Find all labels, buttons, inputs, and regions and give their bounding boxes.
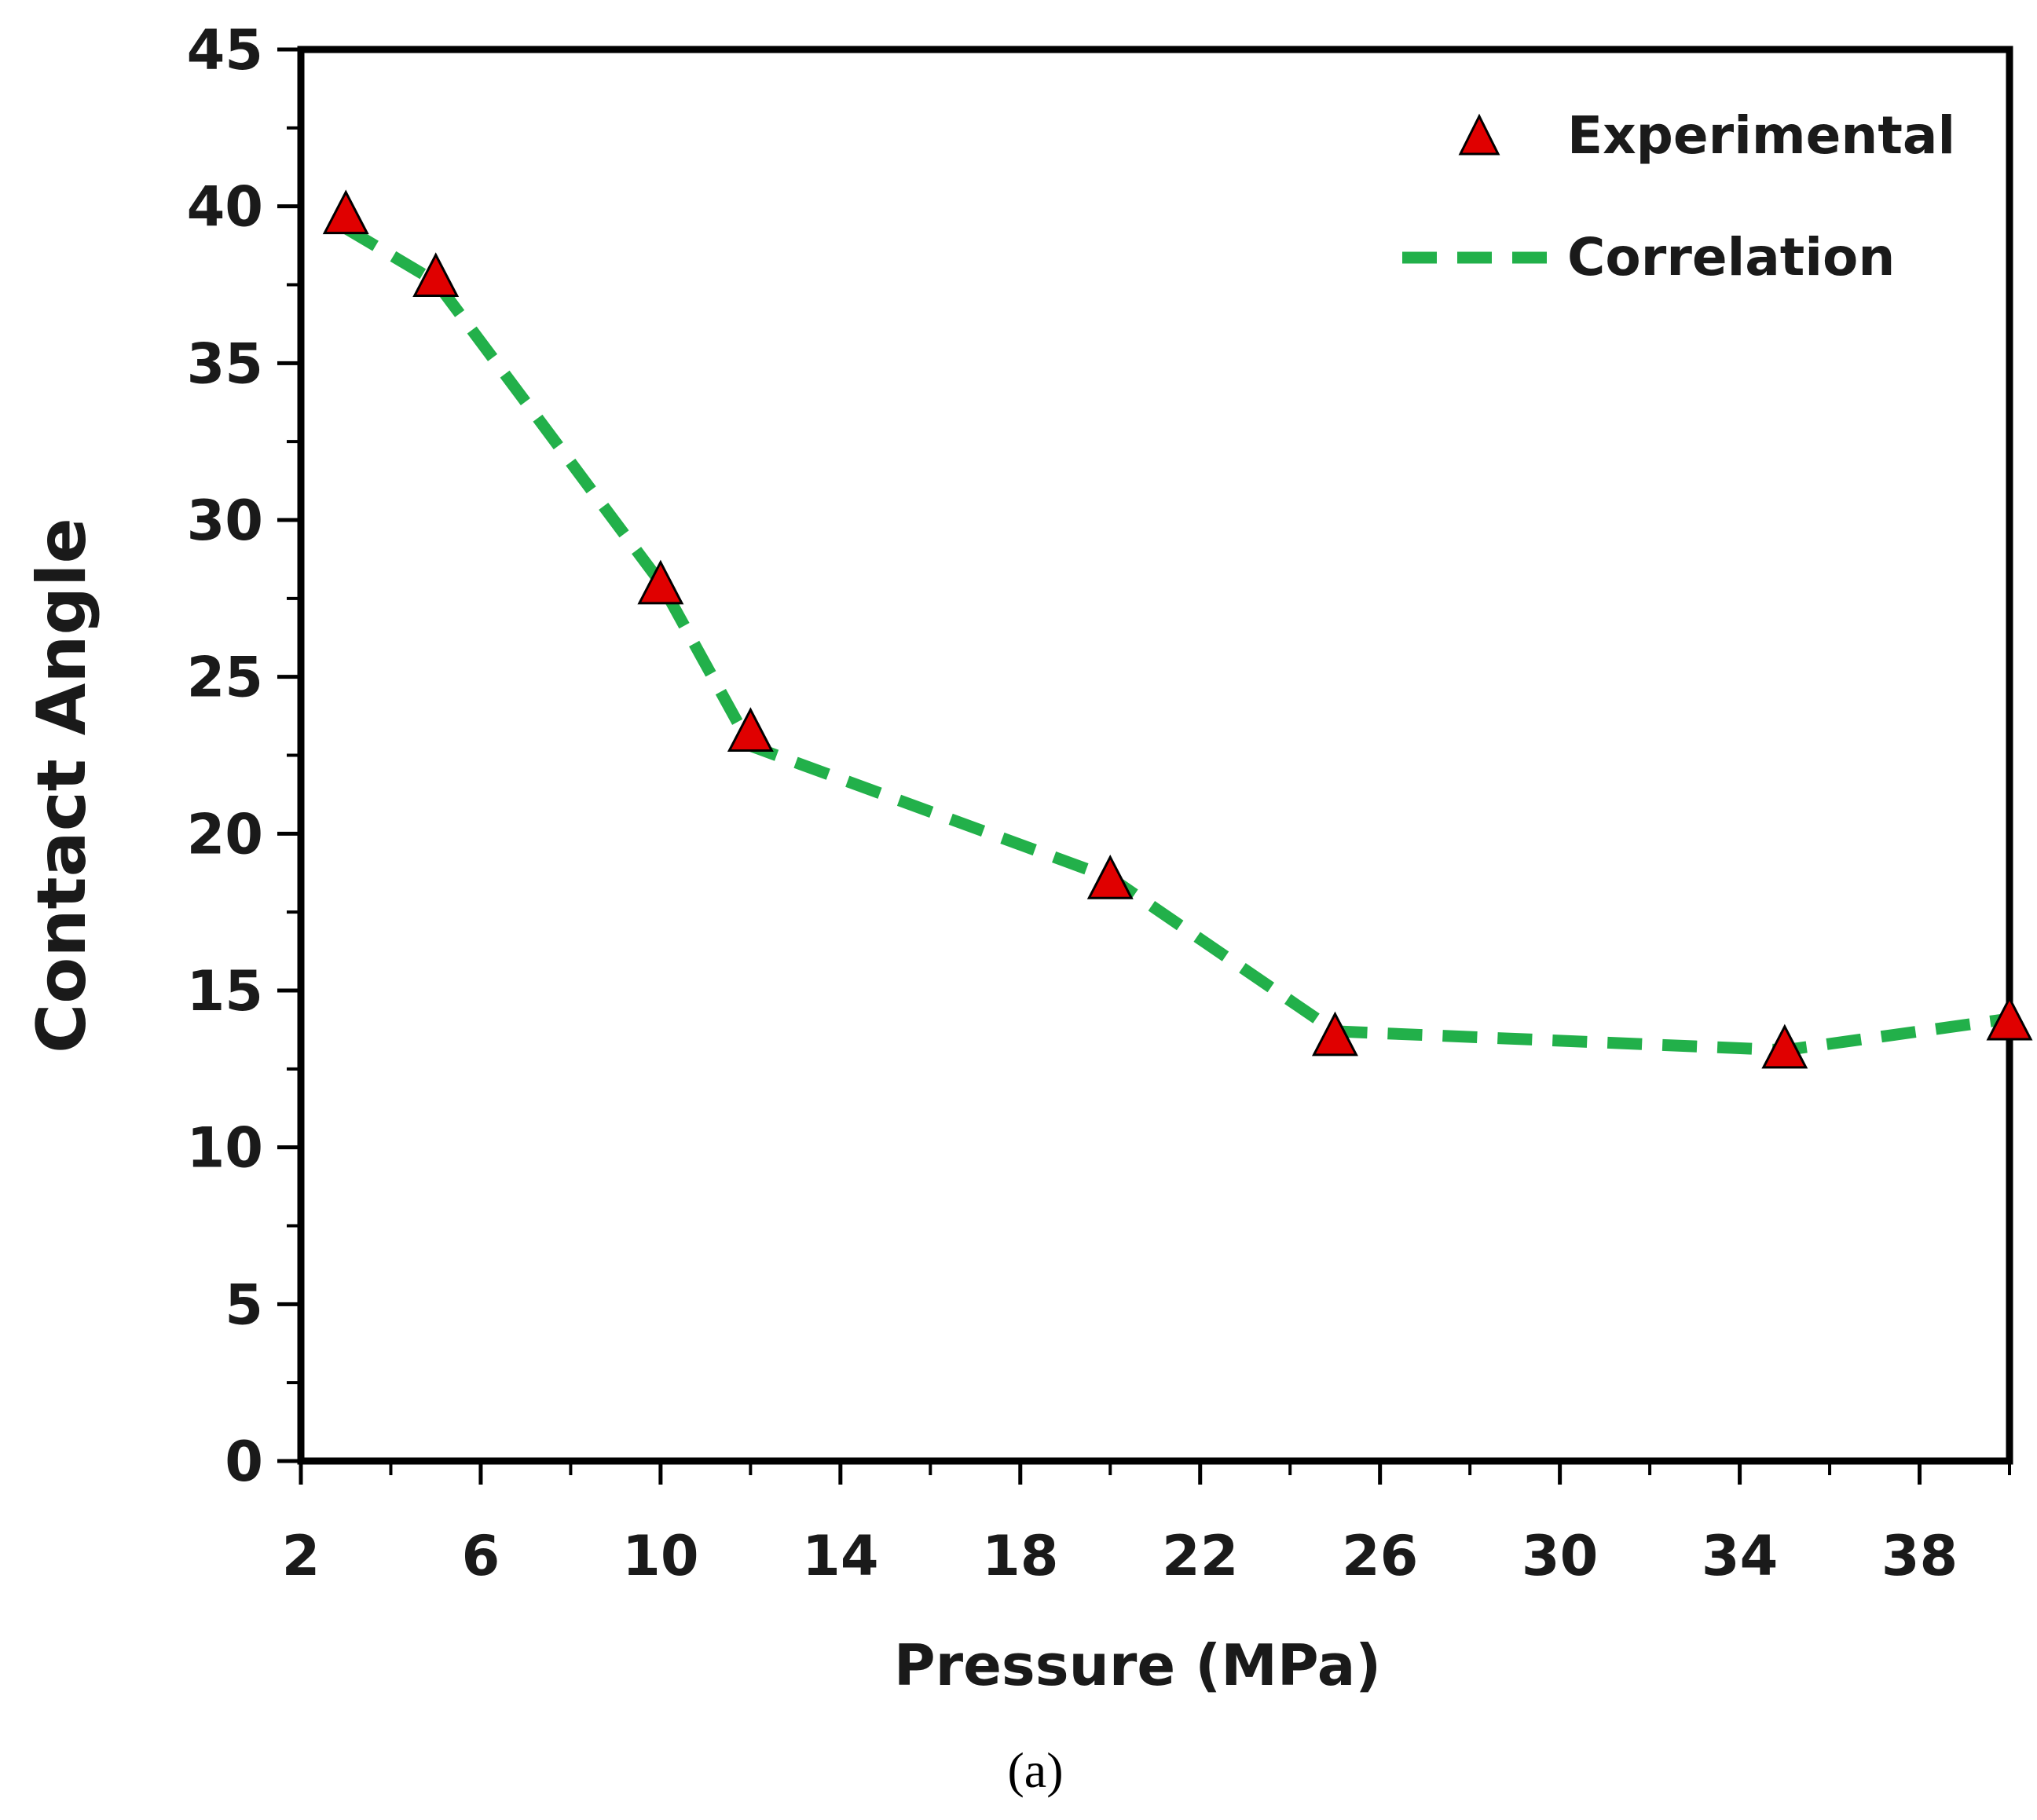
- experimental-point: [1086, 854, 1134, 899]
- figure-caption: (a): [1007, 1742, 1063, 1798]
- y-tick-label: 45: [187, 18, 263, 82]
- x-tick-label: 6: [462, 1524, 500, 1588]
- experimental-point: [412, 252, 460, 298]
- x-axis-ticks: 2 6 10 14 18 22 26 30 34 38: [282, 1461, 2011, 1588]
- experimental-point: [637, 559, 684, 605]
- x-tick-label: 38: [1881, 1524, 1958, 1588]
- y-tick-label: 5: [225, 1273, 263, 1337]
- experimental-point: [1761, 1024, 1808, 1069]
- x-tick-label: 10: [622, 1524, 698, 1588]
- y-tick-label: 40: [187, 175, 263, 240]
- y-tick-label: 20: [187, 802, 263, 866]
- legend-correlation-label: Correlation: [1567, 227, 1895, 287]
- y-axis-ticks: 0 5 10 15 20 25 30 35 40 45: [187, 18, 301, 1494]
- x-axis-title: Pressure (MPa): [894, 1632, 1381, 1698]
- y-tick-label: 30: [187, 489, 263, 553]
- x-tick-label: 18: [982, 1524, 1058, 1588]
- y-tick-label: 10: [187, 1116, 263, 1181]
- y-axis-title: Contact Angle: [23, 518, 101, 1053]
- legend-experimental-marker-icon: [1458, 113, 1500, 156]
- y-tick-label: 35: [187, 331, 263, 396]
- experimental-markers: [322, 189, 2033, 1069]
- legend: Experimental Correlation: [1402, 105, 1955, 287]
- experimental-point: [322, 189, 369, 235]
- x-tick-label: 34: [1702, 1524, 1778, 1588]
- experimental-point: [1986, 995, 2033, 1041]
- plot-frame: [297, 46, 2013, 1465]
- x-tick-label: 14: [802, 1524, 878, 1588]
- correlation-line: [343, 223, 2011, 1056]
- x-tick-label: 22: [1162, 1524, 1238, 1588]
- x-tick-label: 2: [282, 1524, 321, 1588]
- x-tick-label: 26: [1342, 1524, 1418, 1588]
- x-tick-label: 30: [1522, 1524, 1598, 1588]
- legend-experimental-label: Experimental: [1567, 105, 1955, 166]
- experimental-point: [1311, 1011, 1358, 1056]
- y-tick-label: 15: [187, 959, 263, 1024]
- experimental-point: [727, 707, 774, 753]
- y-tick-label: 0: [225, 1430, 263, 1494]
- y-tick-label: 25: [187, 646, 263, 710]
